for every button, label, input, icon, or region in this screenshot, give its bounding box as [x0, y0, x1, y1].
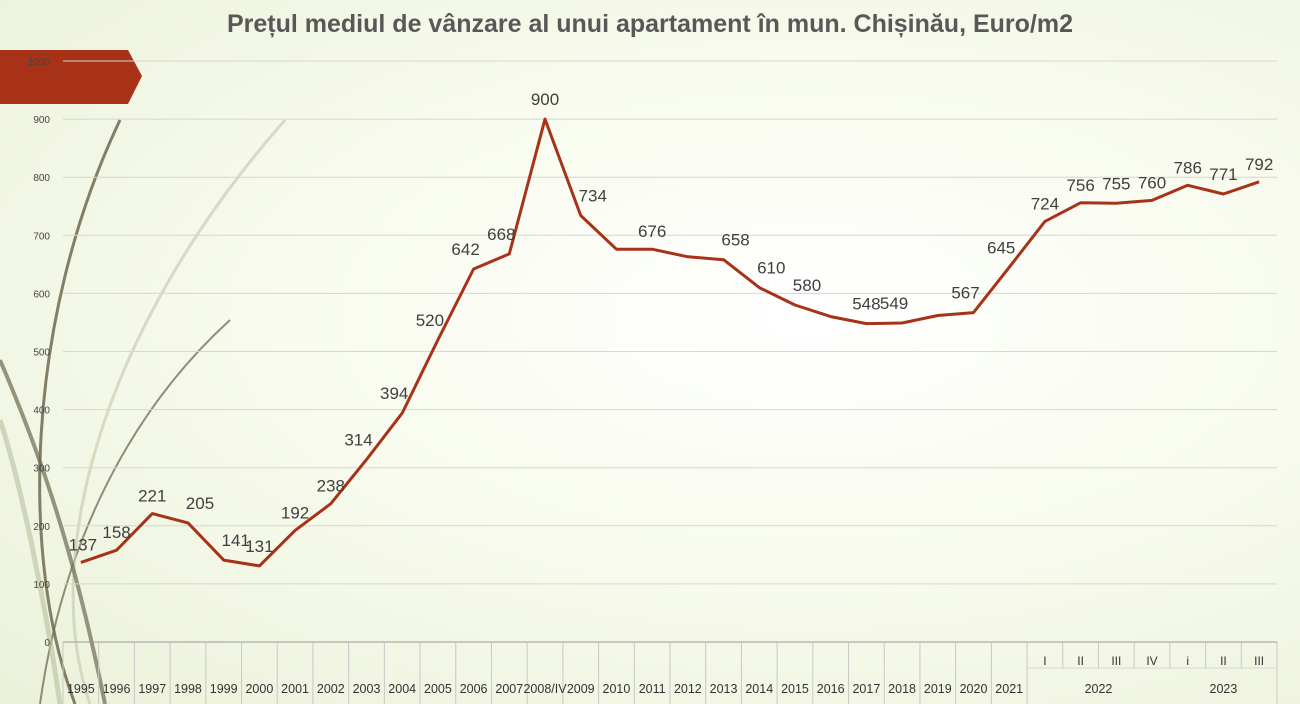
data-label: 131 [245, 537, 273, 556]
series-line [80, 117, 1260, 568]
y-tick-label: 300 [33, 464, 50, 475]
x-tick-label: 2013 [710, 682, 738, 696]
data-label: 724 [1031, 194, 1059, 213]
x-tick-label: 2018 [888, 682, 916, 696]
x-tick-label: 1998 [174, 682, 202, 696]
decorative-curve [0, 419, 63, 704]
x-tick-label: 1996 [103, 682, 131, 696]
data-label: 786 [1174, 158, 1202, 177]
decorative-arrow-shape [0, 50, 142, 104]
data-label: 760 [1138, 173, 1166, 192]
y-tick-label: 800 [33, 173, 50, 184]
data-label: 645 [987, 238, 1015, 257]
x-tick-label: III [1254, 654, 1264, 668]
x-group-label: 2023 [1210, 682, 1238, 696]
x-tick-label: 2014 [745, 682, 773, 696]
x-group-label: 2022 [1085, 682, 1113, 696]
x-tick-label: 2020 [960, 682, 988, 696]
decorative-curve [0, 359, 107, 704]
x-tick-label: 2003 [353, 682, 381, 696]
gridlines [63, 60, 1277, 643]
x-tick-label: 2012 [674, 682, 702, 696]
x-tick-label: 2011 [639, 682, 666, 696]
x-axis: 2022 2023 1995 1996 1997 1998 1999 2000 2001 2002… [62, 642, 1278, 704]
y-tick-label: 0 [44, 638, 50, 649]
data-label: 900 [531, 90, 559, 109]
data-label: 205 [186, 494, 214, 513]
x-tick-label: 2009 [567, 682, 595, 696]
x-tick-label: 2016 [817, 682, 845, 696]
data-label: 394 [380, 384, 408, 403]
x-tick-label: 2000 [245, 682, 273, 696]
data-label: 141 [221, 531, 249, 550]
x-tick-label: 2002 [317, 682, 345, 696]
data-label: 610 [757, 259, 785, 278]
y-tick-label: 900 [33, 115, 50, 126]
y-tick-label: 400 [33, 406, 50, 417]
chart-title: Prețul mediul de vânzare al unui apartam… [226, 10, 1073, 38]
data-label: 238 [317, 477, 345, 496]
x-tick-label: 2007 [495, 682, 523, 696]
data-label: 137 [69, 535, 97, 554]
y-tick-label: 500 [33, 348, 50, 359]
x-tick-label: 2004 [388, 682, 416, 696]
x-tick-label: 2015 [781, 682, 809, 696]
x-tick-label: I [1043, 654, 1046, 668]
x-tick-label: III [1111, 654, 1121, 668]
y-tick-label: 700 [33, 231, 50, 242]
background-decoration [0, 50, 287, 704]
x-tick-label: 1997 [138, 682, 166, 696]
x-tick-label: 2019 [924, 682, 952, 696]
data-label: 580 [793, 276, 821, 295]
x-tick-label: 2010 [603, 682, 631, 696]
data-label: 771 [1209, 165, 1237, 184]
data-label: 158 [102, 523, 130, 542]
x-tick-label: II [1077, 654, 1084, 668]
data-label: 314 [344, 431, 372, 450]
data-label: 792 [1245, 155, 1273, 174]
x-tick-label: 2017 [852, 682, 880, 696]
data-label: 734 [579, 187, 607, 206]
decorative-curve [71, 119, 287, 704]
data-label: 755 [1102, 174, 1130, 193]
x-tick-label: 2001 [281, 682, 309, 696]
y-tick-label: 200 [33, 522, 50, 533]
data-label: 567 [951, 284, 979, 303]
data-label: 192 [281, 503, 309, 522]
y-tick-label: 100 [33, 580, 50, 591]
x-tick-label: i [1186, 654, 1189, 668]
x-tick-label: 1999 [210, 682, 238, 696]
y-tick-label: 600 [33, 289, 50, 300]
series-polyline [80, 117, 1260, 568]
data-label: 548 [852, 295, 880, 314]
data-label: 520 [416, 311, 444, 330]
x-tick-label: 2006 [460, 682, 488, 696]
y-tick-label: 1000 [28, 57, 51, 68]
x-tick-label: 1995 [67, 682, 95, 696]
data-label: 221 [138, 487, 166, 506]
x-tick-label: IV [1146, 654, 1157, 668]
x-tick-label: 2005 [424, 682, 452, 696]
data-label: 549 [880, 294, 908, 313]
x-tick-label: II [1220, 654, 1227, 668]
data-label: 676 [638, 222, 666, 241]
decorative-curve [38, 119, 122, 704]
data-label: 756 [1066, 176, 1094, 195]
y-axis: 0 100 200 300 400 500 600 700 800 900 1000 [28, 57, 51, 649]
data-label: 642 [451, 240, 479, 259]
data-label: 658 [721, 231, 749, 250]
x-tick-label: 2021 [995, 682, 1023, 696]
x-tick-label: 2008/IV [523, 682, 567, 696]
data-label: 668 [487, 225, 515, 244]
